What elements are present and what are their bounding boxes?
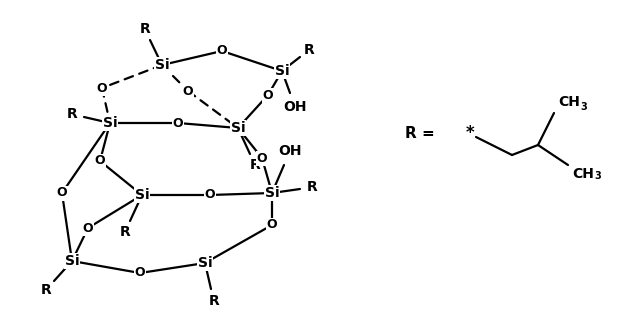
Text: CH: CH — [558, 95, 580, 109]
Text: Si: Si — [198, 256, 212, 270]
Text: R: R — [307, 180, 317, 194]
Text: O: O — [205, 189, 215, 202]
Text: O: O — [257, 151, 268, 164]
Text: CH: CH — [572, 167, 594, 181]
Text: O: O — [267, 218, 277, 232]
Text: Si: Si — [230, 121, 245, 135]
Text: R: R — [67, 107, 77, 121]
Text: O: O — [182, 85, 193, 98]
Text: Si: Si — [265, 186, 279, 200]
Text: R: R — [140, 22, 150, 36]
Text: 3: 3 — [594, 171, 601, 181]
Text: R: R — [304, 43, 315, 57]
Text: *: * — [466, 124, 474, 142]
Text: O: O — [57, 186, 67, 200]
Text: Si: Si — [65, 254, 79, 268]
Text: Si: Si — [155, 58, 170, 72]
Text: O: O — [97, 81, 108, 95]
Text: O: O — [95, 154, 106, 168]
Text: O: O — [262, 89, 273, 101]
Text: Si: Si — [102, 116, 117, 130]
Text: Si: Si — [134, 188, 149, 202]
Text: O: O — [217, 45, 227, 57]
Text: OH: OH — [278, 144, 301, 158]
Text: R: R — [209, 294, 219, 308]
Text: OH: OH — [284, 100, 307, 114]
Text: R: R — [40, 283, 51, 297]
Text: O: O — [83, 222, 93, 234]
Text: 3: 3 — [580, 102, 587, 112]
Text: R: R — [120, 225, 131, 239]
Text: O: O — [134, 266, 145, 279]
Text: O: O — [173, 117, 183, 130]
Text: Si: Si — [275, 64, 289, 78]
Text: R: R — [250, 158, 260, 172]
Text: R =: R = — [405, 126, 435, 141]
